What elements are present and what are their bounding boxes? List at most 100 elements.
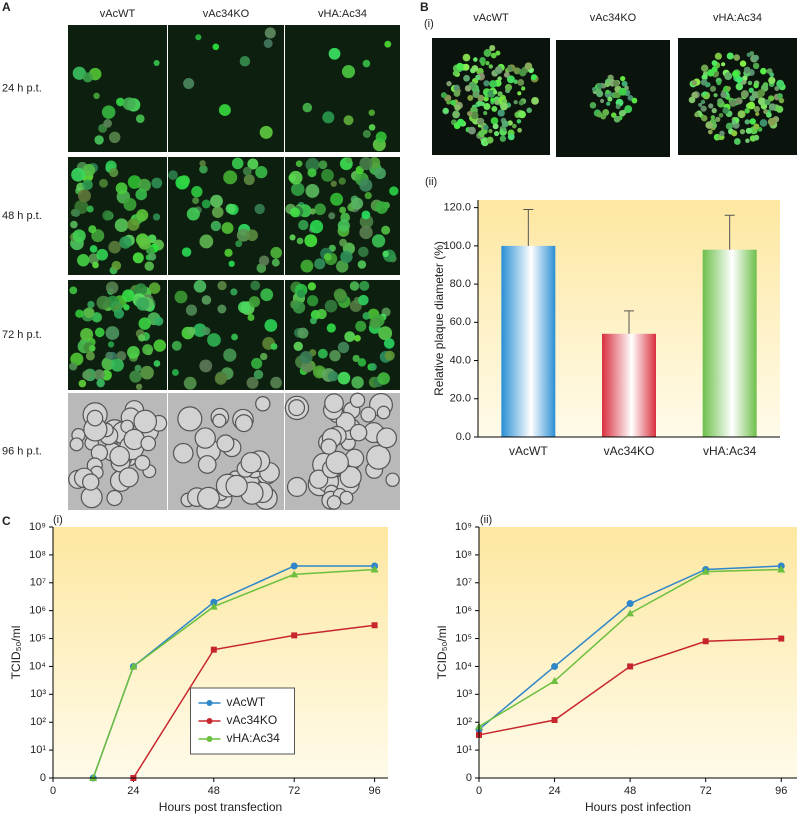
cell: [152, 213, 161, 221]
cell: [452, 110, 460, 119]
cell: [71, 167, 86, 182]
cell: [359, 280, 370, 291]
cell: [136, 297, 150, 311]
cell: [83, 307, 95, 319]
cell: [735, 82, 744, 91]
marker: [626, 600, 634, 608]
cell: [108, 240, 121, 254]
cell: [739, 129, 746, 135]
cell: [471, 65, 479, 72]
y-tick-label: 10⁸: [455, 549, 472, 561]
cell: [69, 362, 78, 371]
cell: [371, 234, 386, 248]
cell: [194, 427, 216, 449]
cell: [477, 130, 485, 138]
x-tick-label: 96: [775, 785, 787, 797]
cell: [604, 81, 611, 88]
error-bar: [523, 209, 534, 246]
cell: [483, 124, 489, 131]
cell: [719, 134, 725, 140]
cell: [724, 72, 733, 81]
cell: [217, 280, 227, 291]
x-tick-label: 24: [127, 785, 139, 797]
cell: [343, 115, 354, 126]
cell: [330, 192, 344, 206]
cell: [105, 326, 120, 340]
cell: [138, 237, 151, 250]
cell: [720, 91, 727, 98]
row-label: 24 h p.t.: [2, 82, 42, 94]
cell: [518, 110, 526, 119]
cell: [618, 87, 627, 96]
cell: [185, 304, 198, 316]
cell: [776, 105, 784, 113]
cell: [477, 117, 485, 126]
cell: [337, 371, 351, 385]
cell: [446, 80, 452, 87]
cell: [477, 94, 485, 102]
cell: [153, 339, 166, 352]
cell: [362, 312, 371, 320]
cell: [299, 350, 313, 364]
cell: [246, 376, 259, 389]
cell: [507, 65, 514, 72]
cell: [362, 59, 371, 68]
cell: [132, 252, 144, 264]
cell: [123, 197, 137, 211]
cell: [138, 317, 151, 330]
cell: [223, 170, 238, 185]
cell: [168, 170, 178, 180]
cell: [307, 168, 317, 178]
cell: [702, 91, 707, 96]
cell: [384, 40, 392, 48]
cell: [483, 80, 490, 87]
marker: [777, 565, 786, 573]
cell: [503, 71, 510, 78]
chart-title: (ii): [425, 176, 437, 188]
cell: [338, 177, 346, 185]
cell: [494, 130, 500, 137]
cell: [307, 282, 317, 291]
cell: [500, 102, 508, 111]
cell: [301, 360, 313, 373]
cell: [111, 260, 122, 271]
cell: [238, 301, 251, 314]
cell: [302, 102, 313, 113]
chart-title: (i): [53, 514, 63, 526]
marker: [627, 663, 634, 670]
cell: [607, 96, 613, 102]
cell: [620, 76, 626, 82]
cell: [768, 95, 775, 102]
cell: [96, 378, 105, 388]
cell: [86, 205, 94, 213]
cell: [288, 170, 303, 185]
cell: [305, 183, 320, 198]
cell: [472, 90, 480, 99]
cell: [118, 467, 139, 488]
cell: [82, 163, 96, 177]
cell: [382, 250, 389, 258]
cell: [239, 56, 251, 67]
cell: [488, 64, 494, 69]
cell: [314, 258, 326, 270]
y-tick-label: 80.0: [450, 278, 471, 290]
cell: [142, 344, 154, 356]
cell: [495, 66, 503, 73]
cell: [286, 476, 308, 497]
legend-label: vAcWT: [227, 695, 266, 709]
cell: [289, 234, 296, 241]
cell: [475, 74, 481, 81]
cell: [172, 442, 194, 464]
cell: [230, 288, 238, 296]
bar: [702, 249, 757, 437]
cell: [483, 140, 488, 145]
cell: [473, 57, 478, 62]
cell: [212, 413, 227, 428]
x-axis-label: Hours post infection: [585, 800, 691, 814]
marker: [550, 677, 559, 685]
cell: [605, 89, 610, 95]
cell: [468, 126, 476, 135]
cell: [197, 486, 220, 510]
cell: [321, 168, 334, 182]
cell: [135, 383, 143, 390]
